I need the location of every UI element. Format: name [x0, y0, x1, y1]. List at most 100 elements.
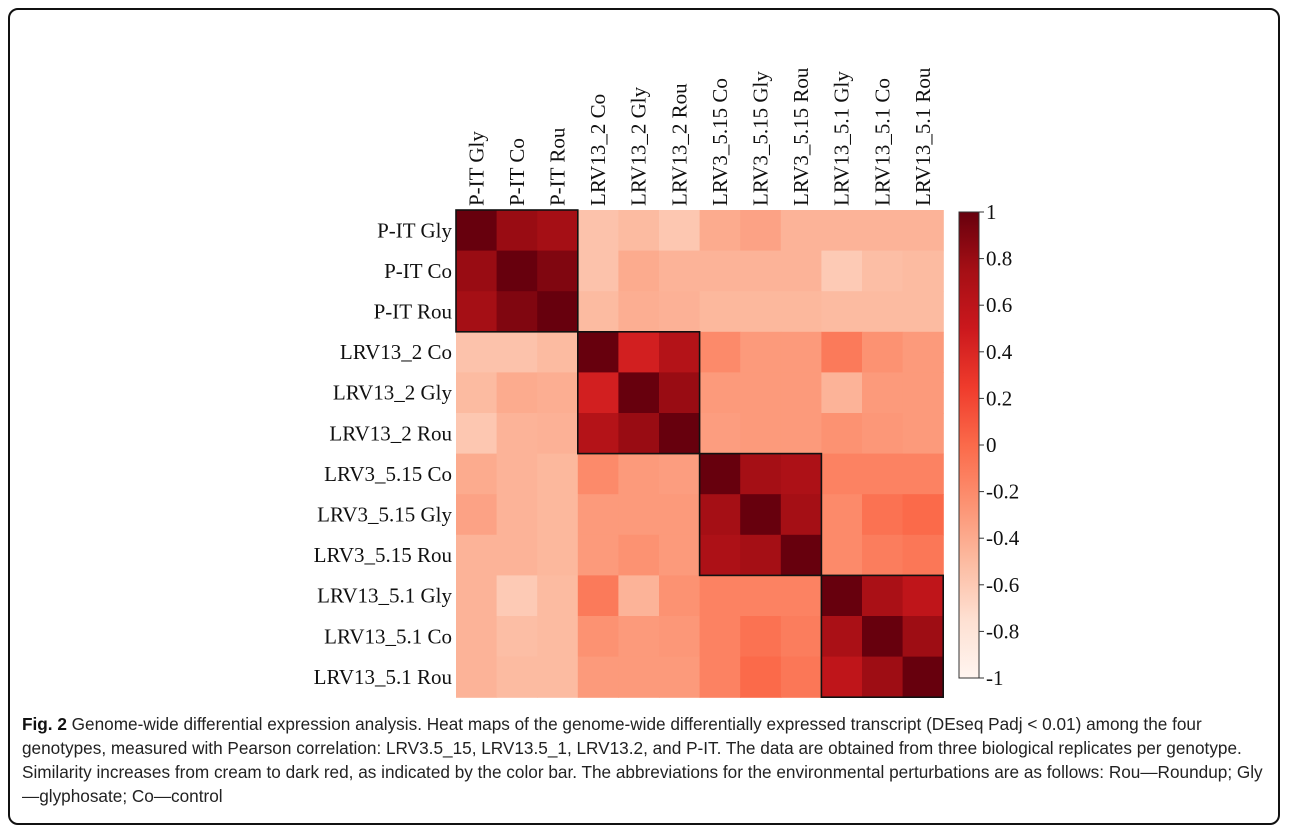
heatmap-cell: [740, 656, 782, 698]
heatmap-cell: [456, 616, 498, 658]
heatmap-cell: [577, 534, 619, 576]
heatmap-cell: [780, 413, 822, 455]
row-label: LRV13_5.1 Gly: [317, 584, 452, 608]
cluster-block-outline: [455, 209, 579, 333]
heatmap-cell: [699, 575, 741, 617]
heatmap-cell: [456, 250, 498, 292]
heatmap-cell: [740, 413, 782, 455]
row-label: P-IT Rou: [374, 300, 453, 324]
heatmap-cell: [659, 210, 701, 252]
heatmap-cell: [496, 575, 538, 617]
heatmap-cell: [577, 656, 619, 698]
heatmap-cell: [821, 453, 863, 495]
figure-label: Fig. 2: [22, 714, 67, 734]
heatmap-cell: [699, 291, 741, 333]
row-label: LRV3_5.15 Rou: [314, 543, 453, 567]
heatmap-cell: [537, 616, 579, 658]
heatmap-cell: [699, 413, 741, 455]
heatmap-cell: [862, 656, 904, 698]
heatmap-cell: [821, 534, 863, 576]
colorbar-tick-label: 1: [986, 200, 997, 224]
heatmap-cell: [780, 331, 822, 373]
heatmap-cell: [577, 413, 619, 455]
heatmap-cell: [659, 291, 701, 333]
heatmap-cell: [537, 494, 579, 536]
heatmap-cell: [780, 534, 822, 576]
row-label: P-IT Gly: [377, 218, 452, 242]
row-label: LRV13_5.1 Co: [324, 624, 452, 648]
heatmap-cell: [537, 453, 579, 495]
column-label: LRV13_5.1 Rou: [911, 67, 935, 206]
row-label: LRV13_2 Co: [340, 340, 452, 364]
heatmap-cell: [821, 494, 863, 536]
heatmap-cell: [577, 575, 619, 617]
heatmap-cell: [577, 372, 619, 414]
heatmap-cell: [577, 616, 619, 658]
heatmap-cell: [537, 575, 579, 617]
heatmap-cell: [496, 413, 538, 455]
figure-caption: Fig. 2 Genome-wide differential expressi…: [22, 712, 1267, 808]
heatmap-cell: [902, 210, 944, 252]
heatmap-cell: [456, 210, 498, 252]
heatmap-cell: [659, 250, 701, 292]
heatmap-cell: [496, 534, 538, 576]
heatmap-cell: [902, 453, 944, 495]
heatmap-cell: [699, 210, 741, 252]
heatmap-cell: [740, 575, 782, 617]
heatmap-cell: [577, 453, 619, 495]
heatmap-cell: [902, 291, 944, 333]
colorbar-tick-label: 0.4: [986, 340, 1013, 364]
heatmap-cell: [780, 372, 822, 414]
heatmap-cell: [659, 656, 701, 698]
heatmap-cell: [862, 575, 904, 617]
heatmap-cell: [902, 494, 944, 536]
colorbar-tick-label: -0.4: [986, 526, 1020, 550]
column-label: LRV13_5.1 Co: [870, 78, 894, 206]
colorbar-gradient: [958, 211, 980, 679]
row-label: LRV13_5.1 Rou: [314, 665, 453, 689]
heatmap-cell: [618, 575, 660, 617]
heatmap-cell: [862, 372, 904, 414]
heatmap-cell: [862, 494, 904, 536]
heatmap-cell: [659, 413, 701, 455]
heatmap-cell: [699, 331, 741, 373]
heatmap-cell: [780, 575, 822, 617]
row-label: LRV13_2 Rou: [329, 421, 452, 445]
heatmap-cell: [902, 656, 944, 698]
heatmap-cell: [821, 331, 863, 373]
heatmap-cell: [456, 331, 498, 373]
heatmap-cell: [780, 494, 822, 536]
colorbar-tick-label: -0.6: [986, 573, 1019, 597]
heatmap-cell: [659, 616, 701, 658]
heatmap-cell: [821, 656, 863, 698]
heatmap-cell: [577, 291, 619, 333]
column-label: LRV13_5.1 Gly: [830, 71, 854, 206]
heatmap-cell: [577, 250, 619, 292]
heatmap-cell: [821, 250, 863, 292]
heatmap-cell: [780, 210, 822, 252]
heatmap-cell: [496, 656, 538, 698]
heatmap-chart: P-IT Gly P-IT Co P-IT Rou LRV13_2 Co LRV13_2…: [314, 67, 1020, 699]
column-label: LRV3_5.15 Rou: [789, 67, 813, 206]
heatmap-cell: [740, 616, 782, 658]
heatmap-cell: [740, 494, 782, 536]
heatmap-cell: [456, 656, 498, 698]
heatmap-cell: [537, 291, 579, 333]
heatmap-cell: [862, 453, 904, 495]
heatmap-cell: [577, 494, 619, 536]
heatmap-cell: [902, 616, 944, 658]
heatmap-cell: [618, 291, 660, 333]
heatmap-cell: [618, 656, 660, 698]
heatmap-cell: [659, 453, 701, 495]
column-label: LRV13_2 Co: [586, 94, 610, 206]
heatmap-cell: [780, 250, 822, 292]
heatmap-cell: [780, 616, 822, 658]
heatmap-cell: [537, 372, 579, 414]
heatmap-cell: [537, 413, 579, 455]
heatmap-cell: [740, 250, 782, 292]
heatmap-cell: [577, 331, 619, 373]
heatmap-cell: [496, 372, 538, 414]
colorbar-tick-label: -1: [986, 666, 1004, 690]
heatmap-cell: [577, 210, 619, 252]
row-labels: P-IT Gly P-IT Co P-IT Rou LRV13_2 Co LRV13_2…: [314, 218, 453, 689]
